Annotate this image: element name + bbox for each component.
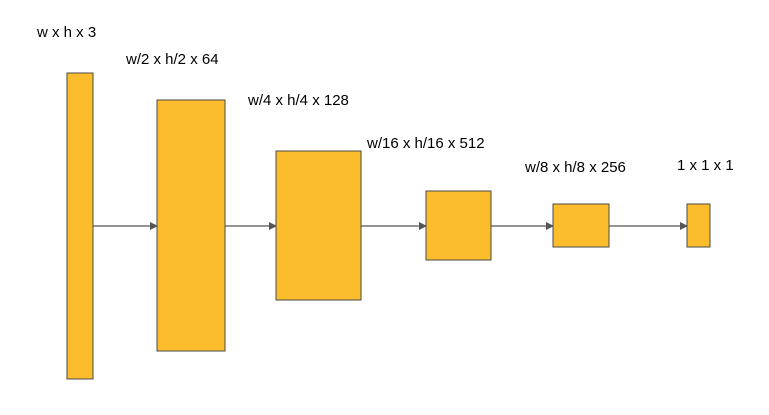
layer-label-input: w x h x 3: [37, 24, 97, 41]
layer-label-conv1: w/2 x h/2 x 64: [126, 51, 219, 68]
layer-block-conv4: [552, 203, 610, 248]
layer-block-conv1: [156, 99, 226, 352]
layer-block-conv2: [275, 150, 362, 301]
layer-label-output: 1 x 1 x 1: [677, 157, 734, 174]
layer-label-conv2: w/4 x h/4 x 128: [248, 92, 349, 109]
layer-block-conv3: [425, 190, 492, 261]
layer-label-conv3: w/16 x h/16 x 512: [367, 135, 485, 152]
layer-label-conv4: w/8 x h/8 x 256: [525, 159, 626, 176]
layer-block-output: [686, 203, 711, 248]
layer-block-input: [66, 72, 94, 380]
